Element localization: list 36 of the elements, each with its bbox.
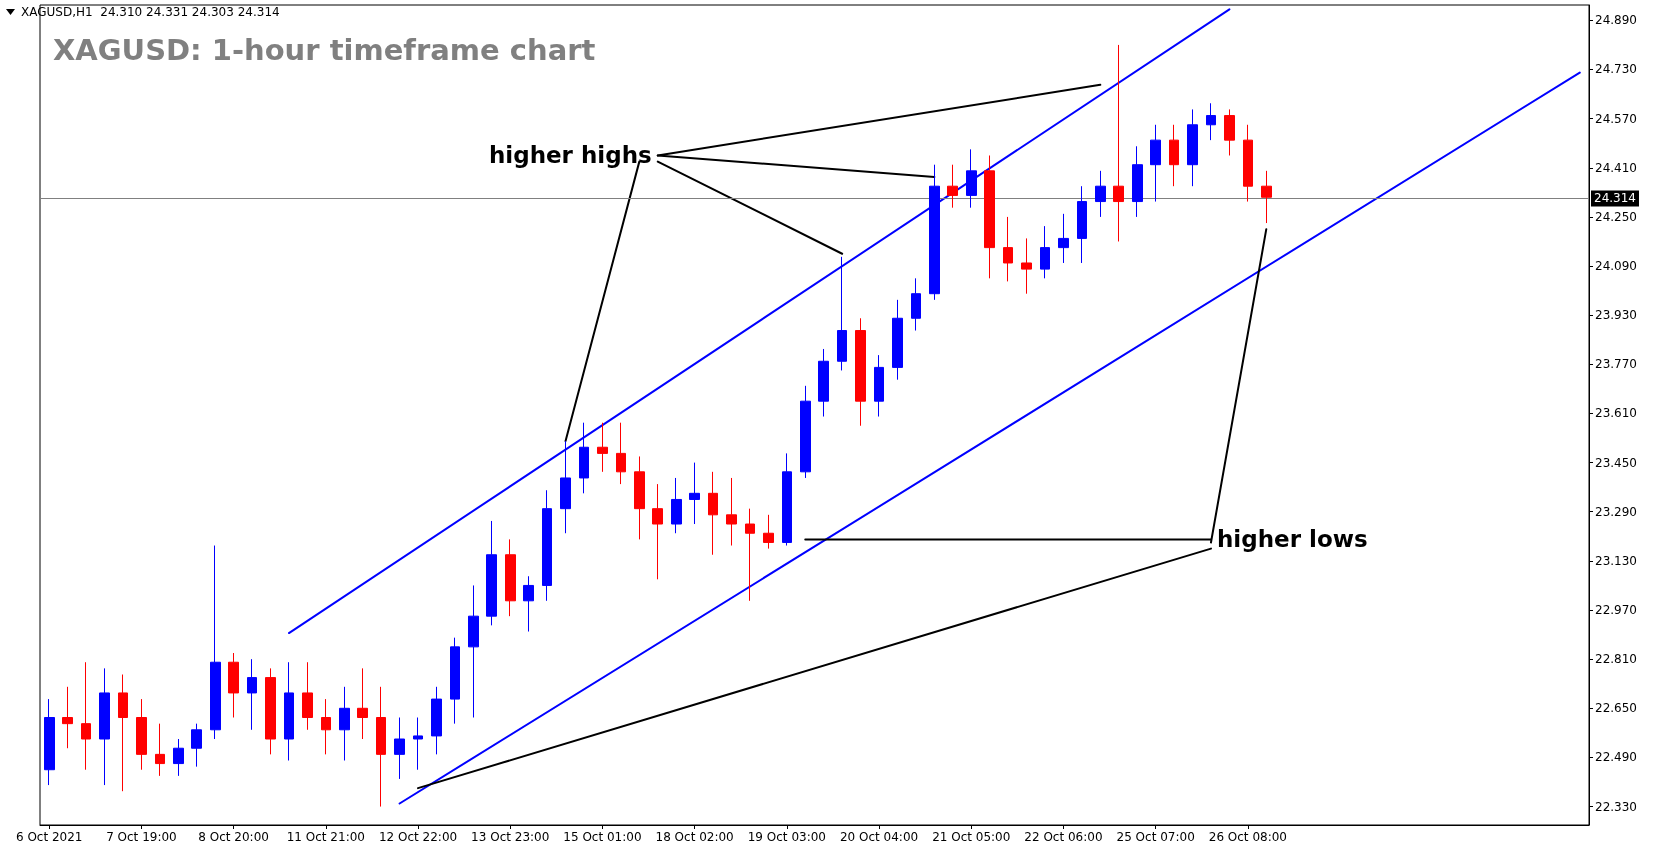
y-tick-label: 23.130	[1595, 553, 1637, 568]
x-tick-label: 7 Oct 19:00	[106, 830, 177, 844]
annotation: higher highs	[488, 142, 652, 169]
y-tick-label: 23.770	[1595, 357, 1637, 372]
y-tick-label: 24.410	[1595, 160, 1637, 175]
x-tick-label: 22 Oct 06:00	[1024, 830, 1103, 844]
x-tick-label: 21 Oct 05:00	[932, 830, 1011, 844]
x-tick-label: 13 Oct 23:00	[471, 830, 550, 844]
y-tick-label: 22.970	[1595, 603, 1637, 618]
y-tick-label: 22.810	[1595, 652, 1637, 667]
annotation: XAGUSD,H1 24.310 24.331 24.303 24.314	[21, 5, 280, 19]
y-tick-label: 22.330	[1595, 799, 1637, 814]
ref-line-label: 24.314	[1594, 191, 1636, 206]
y-tick-label: 24.730	[1595, 62, 1637, 77]
text: XAGUSD: 1-hour timeframe chart	[53, 32, 596, 67]
y-tick-label: 23.290	[1595, 504, 1637, 519]
x-tick-label: 18 Oct 02:00	[655, 830, 734, 844]
x-tick-label: 15 Oct 01:00	[563, 830, 642, 844]
y-tick-label: 23.930	[1595, 308, 1637, 323]
y-tick-label: 22.650	[1595, 701, 1637, 716]
y-tick-label: 24.250	[1595, 209, 1637, 224]
x-tick-label: 25 Oct 07:00	[1116, 830, 1195, 844]
y-tick-label: 24.570	[1595, 111, 1637, 126]
x-tick-label: 8 Oct 20:00	[198, 830, 269, 844]
x-tick-label: 20 Oct 04:00	[839, 830, 919, 844]
x-tick-label: 6 Oct 2021	[15, 830, 83, 844]
y-tick-label: 24.090	[1595, 259, 1637, 274]
x-tick-label: 12 Oct 22:00	[378, 830, 458, 844]
x-tick-label: 19 Oct 03:00	[747, 830, 826, 844]
y-tick-label: 22.490	[1595, 750, 1637, 765]
y-tick-label: 24.890	[1595, 13, 1637, 28]
x-tick-label: 26 Oct 08:00	[1208, 830, 1287, 844]
y-tick-label: 23.610	[1595, 406, 1637, 421]
y-tick-label: 23.450	[1595, 455, 1637, 470]
x-tick-label: 11 Oct 21:00	[286, 830, 365, 844]
annotation: higher lows	[1216, 526, 1368, 553]
